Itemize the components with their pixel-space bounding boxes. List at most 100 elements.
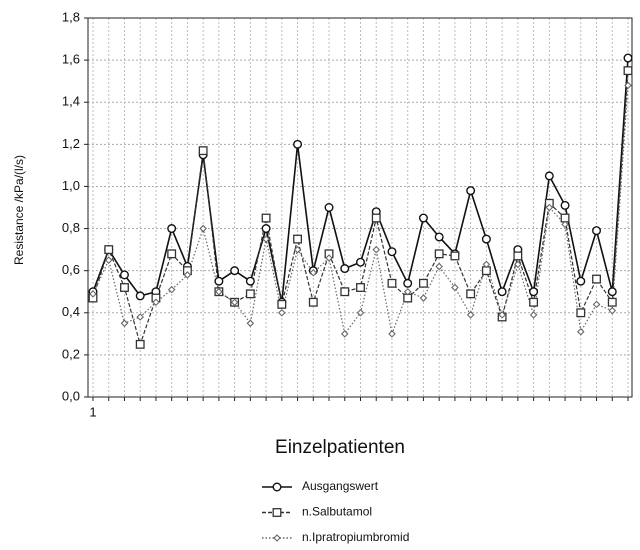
marker [623,53,633,63]
marker [529,297,539,307]
marker [104,256,113,264]
y-tick-label: 1,8 [62,9,80,24]
marker [293,139,303,149]
marker [340,264,350,274]
marker [272,508,282,517]
marker [529,287,539,297]
marker [104,245,114,255]
marker [167,285,176,294]
marker [576,276,586,286]
marker [466,289,476,299]
marker [340,330,349,338]
marker [167,224,177,234]
marker [387,278,397,288]
marker [89,290,97,298]
marker [544,171,554,181]
y-tick-label: 0,2 [62,346,80,361]
marker [277,299,287,309]
marker [529,311,538,319]
marker [576,308,586,318]
marker [120,319,129,328]
marker [261,213,271,223]
y-tick-label: 0,8 [62,220,80,235]
marker [403,278,413,288]
legend-label: n.Ipratropiumbromid [302,530,409,544]
marker [577,327,585,336]
marker [466,186,476,196]
marker [356,257,366,267]
marker [324,202,334,212]
marker [592,274,601,284]
marker [356,283,365,292]
marker [325,254,333,262]
marker [387,247,397,257]
marker [245,289,255,299]
marker [356,309,365,317]
marker [372,245,381,254]
marker [434,232,444,242]
legend-label: Ausgangswert [302,479,379,493]
y-axis-title: Resistance /kPa/(l/s) [12,155,26,265]
marker [624,81,632,90]
marker [466,311,475,319]
marker [451,283,459,292]
marker [545,203,554,212]
x-tick-label: 1 [89,404,96,419]
marker [419,294,428,302]
marker [261,224,271,234]
marker [230,298,239,307]
marker [262,235,270,243]
marker [293,234,303,244]
marker [120,283,129,292]
marker [450,251,460,261]
marker [136,313,144,321]
y-tick-label: 0,0 [62,388,80,403]
marker [482,260,491,269]
y-tick-label: 1,0 [62,178,80,193]
marker [119,270,129,280]
marker [403,287,412,296]
marker [167,249,177,259]
marker [497,287,507,297]
marker [514,260,522,269]
marker [230,266,240,276]
marker [560,200,570,210]
marker [273,534,281,542]
marker [498,311,506,319]
marker [418,213,428,223]
marker [434,249,444,259]
marker [214,276,224,286]
marker [293,245,302,254]
marker [340,287,350,297]
marker [152,298,160,307]
marker [561,220,569,229]
marker [278,309,286,317]
y-tick-label: 1,4 [62,94,80,109]
plot-frame [87,17,633,398]
marker [183,271,192,279]
marker [199,224,207,233]
x-axis-title: Einzelpatienten [275,437,405,458]
marker [308,297,318,307]
y-tick-label: 1,2 [62,136,80,151]
marker [135,291,145,301]
y-tick-label: 1,6 [62,52,80,67]
marker [272,482,282,492]
marker [418,278,428,288]
marker [592,300,601,309]
marker [608,306,617,315]
y-tick-label: 0,4 [62,304,80,319]
marker [309,268,318,277]
marker [215,287,223,296]
marker [246,319,255,328]
marker [592,226,602,236]
marker [245,276,255,286]
marker [198,146,208,156]
marker [607,287,617,297]
marker [371,213,381,223]
marker [513,251,523,261]
marker [623,66,633,76]
legend-label: n.Salbutamol [302,505,372,519]
marker [135,339,145,349]
